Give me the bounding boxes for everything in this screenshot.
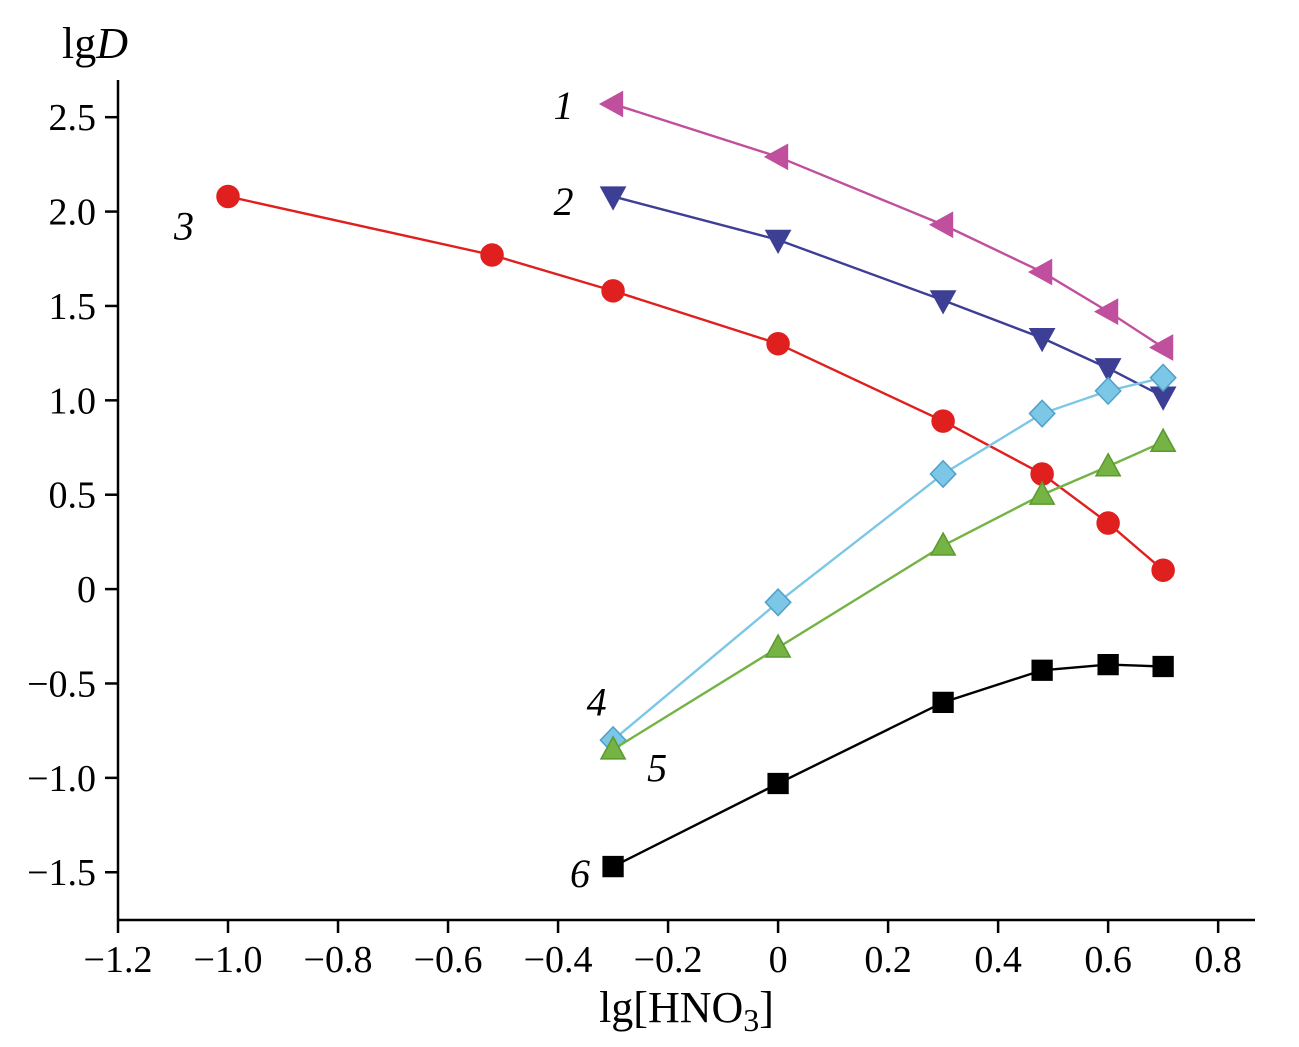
y-tick-label: −1.5 bbox=[27, 852, 96, 894]
y-tick-label: −0.5 bbox=[27, 663, 96, 705]
series-1-marker-triangle-left bbox=[928, 211, 954, 239]
y-axis-title: lgD bbox=[62, 19, 128, 68]
x-tick-label: 0.8 bbox=[1194, 939, 1242, 981]
series-2-marker-triangle-down bbox=[599, 186, 627, 211]
series-2-marker-triangle-down bbox=[764, 229, 792, 255]
series-1-marker-triangle-left bbox=[1093, 298, 1119, 325]
series-3-marker-circle bbox=[601, 279, 625, 303]
series-label-3: 3 bbox=[173, 204, 194, 249]
series-6-marker-square bbox=[602, 855, 624, 878]
series-4-marker-diamond bbox=[1094, 376, 1122, 406]
series-label-5: 5 bbox=[647, 745, 667, 790]
x-axis-title: lg[HNO3] bbox=[599, 983, 774, 1038]
series-5-marker-triangle-up bbox=[1094, 452, 1122, 477]
x-tick-label: −1.0 bbox=[194, 939, 263, 981]
y-tick-label: 0.5 bbox=[49, 475, 97, 517]
series-6-marker-square bbox=[932, 691, 954, 714]
series-3-marker-circle bbox=[931, 409, 955, 433]
y-tick-label: 0 bbox=[77, 569, 96, 611]
series-6-marker-square bbox=[767, 772, 789, 795]
series-1-marker-triangle-left bbox=[1148, 334, 1174, 361]
series-6-marker-square bbox=[1031, 659, 1053, 681]
series-5-marker-triangle-up bbox=[764, 633, 792, 658]
series-5-marker-triangle-up bbox=[1149, 427, 1177, 452]
series-label-2: 2 bbox=[554, 179, 574, 224]
series-3-marker-circle bbox=[216, 184, 240, 209]
series-1-marker-triangle-left bbox=[598, 90, 624, 118]
series-2-line bbox=[612, 195, 1164, 398]
x-tick-label: 0.2 bbox=[864, 939, 912, 981]
series-4-marker-diamond bbox=[764, 588, 792, 617]
series-label-6: 6 bbox=[570, 851, 590, 896]
y-tick-label: 2.5 bbox=[49, 97, 97, 139]
x-tick-label: −0.2 bbox=[634, 939, 703, 981]
series-2-marker-triangle-down bbox=[1028, 327, 1056, 353]
y-tick-label: 1.5 bbox=[49, 286, 97, 328]
series-3-marker-circle bbox=[766, 331, 790, 356]
series-3-marker-circle bbox=[1096, 511, 1120, 535]
series-2-marker-triangle-down bbox=[1094, 358, 1122, 383]
series-3-marker-circle bbox=[480, 243, 504, 267]
series-3-line bbox=[227, 195, 1164, 572]
x-tick-label: −1.2 bbox=[84, 939, 153, 981]
series-1-marker-triangle-left bbox=[1027, 258, 1053, 286]
series-6-marker-square bbox=[1152, 655, 1174, 678]
series-1-line bbox=[612, 102, 1164, 349]
y-tick-label: 2.0 bbox=[49, 192, 97, 234]
series-5-line bbox=[612, 440, 1164, 751]
x-tick-label: −0.6 bbox=[414, 939, 483, 981]
series-2-marker-triangle-down bbox=[929, 290, 957, 315]
series-5-marker-triangle-up bbox=[599, 735, 627, 760]
y-tick-label: 1.0 bbox=[49, 380, 97, 422]
series-4-marker-diamond bbox=[929, 459, 957, 489]
series-4-marker-diamond bbox=[1149, 363, 1177, 392]
x-tick-label: −0.4 bbox=[524, 939, 593, 981]
series-label-4: 4 bbox=[587, 679, 607, 724]
series-4-line bbox=[612, 376, 1164, 742]
x-tick-label: 0.4 bbox=[974, 939, 1022, 981]
x-tick-label: 0 bbox=[769, 939, 788, 981]
series-3-marker-circle bbox=[1151, 558, 1175, 582]
series-6-line bbox=[612, 663, 1164, 868]
series-5-marker-triangle-up bbox=[929, 531, 957, 556]
y-tick-label: −1.0 bbox=[27, 758, 96, 800]
series-6-marker-square bbox=[1097, 653, 1119, 676]
x-tick-label: 0.6 bbox=[1084, 939, 1132, 981]
series-1-marker-triangle-left bbox=[763, 143, 789, 171]
series-5-marker-triangle-up bbox=[1028, 480, 1056, 505]
series-label-1: 1 bbox=[554, 83, 574, 128]
x-tick-label: −0.8 bbox=[304, 939, 373, 981]
series-4-marker-diamond bbox=[1028, 399, 1056, 428]
